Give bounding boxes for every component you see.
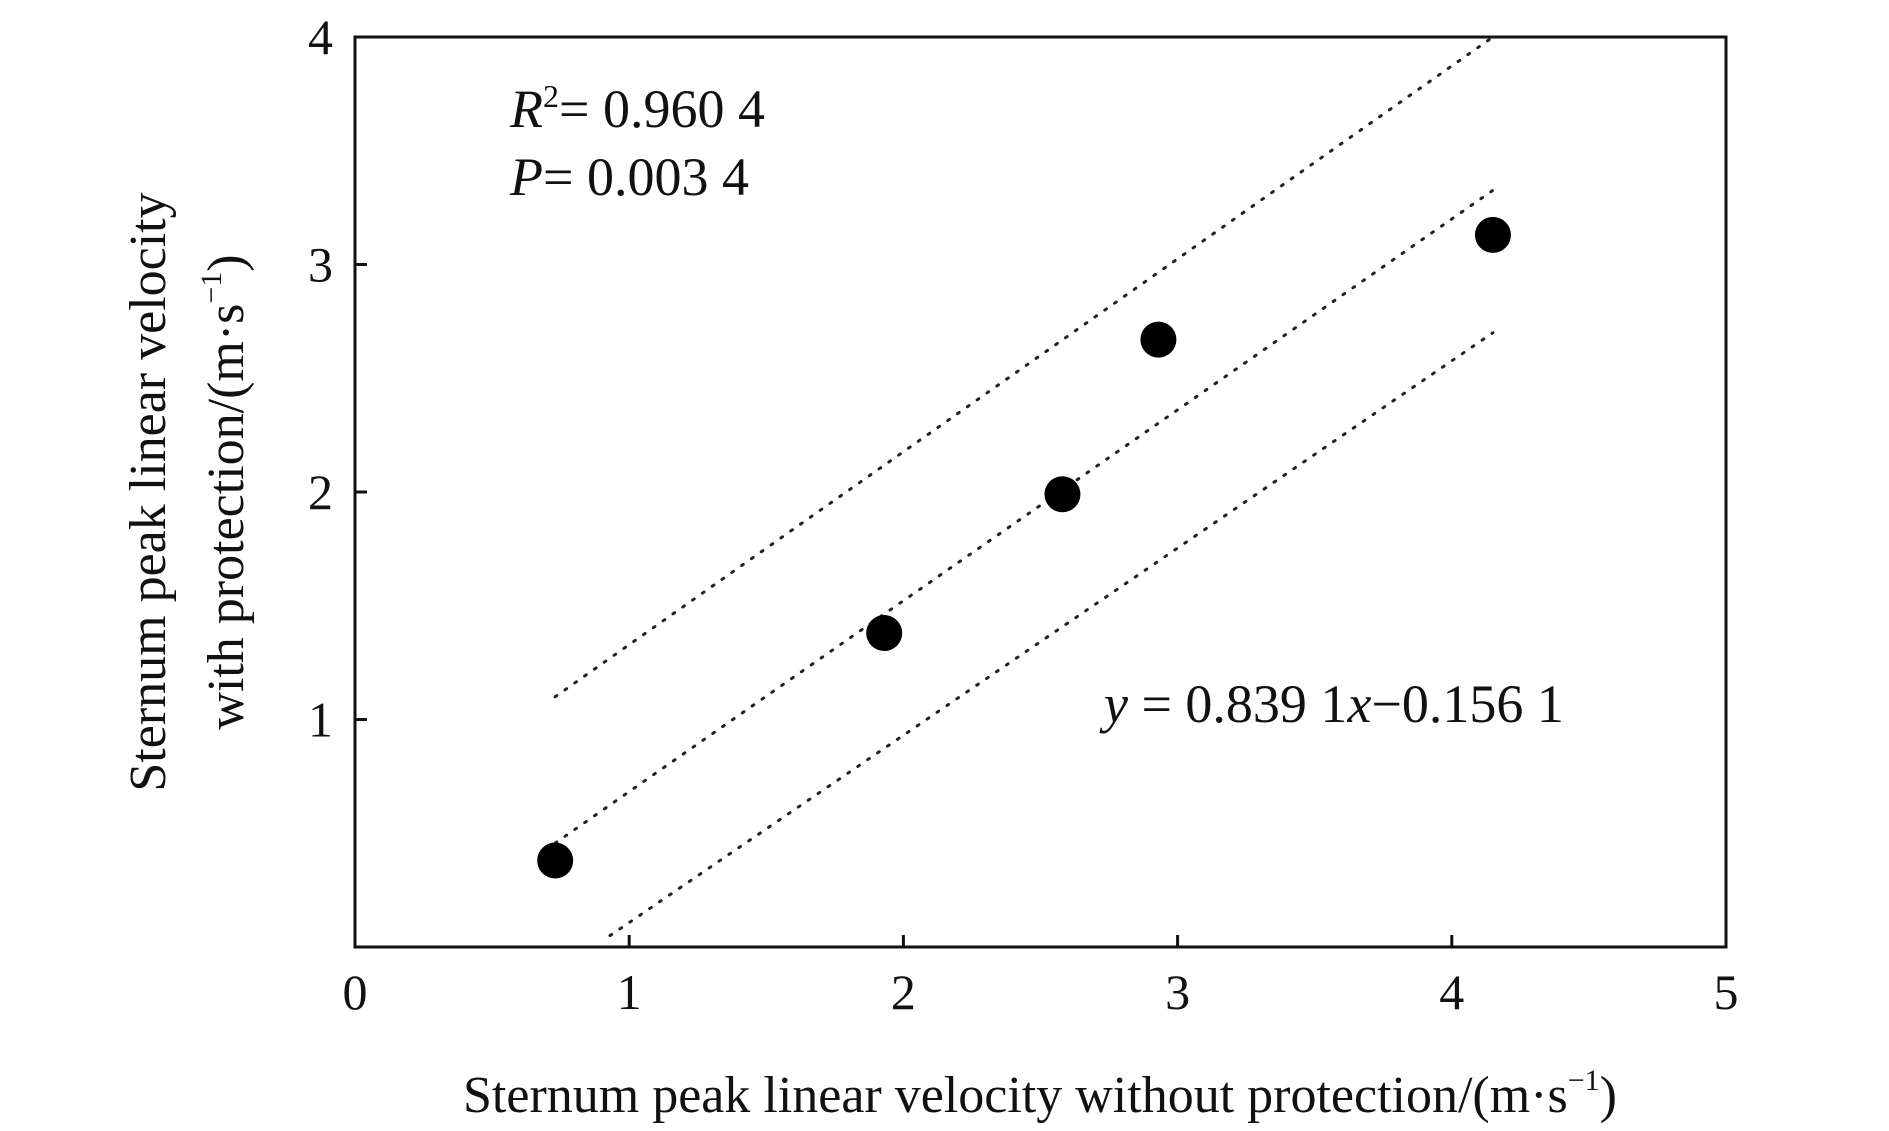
data-point — [866, 615, 903, 652]
r-squared-annotation: R2= 0.960 4 — [509, 78, 765, 139]
p-value-annotation: P= 0.003 4 — [509, 147, 749, 207]
eq-mid: = 0.839 1 — [1128, 674, 1347, 734]
r-squared-sup: 2 — [543, 78, 559, 114]
x-axis-ticks: 0 1 2 3 4 5 — [343, 935, 1739, 1020]
y-axis-label-line2-sup: −1 — [195, 272, 228, 304]
data-point — [1140, 321, 1177, 358]
data-point — [537, 842, 574, 879]
r-squared-var: R — [509, 79, 543, 139]
upper-confidence-line — [553, 35, 1495, 699]
y-axis-label-line2-main: with protection/(m·s — [198, 304, 255, 730]
x-tick-label: 4 — [1439, 964, 1464, 1020]
y-tick-label: 3 — [308, 237, 333, 293]
r-squared-value: = 0.960 4 — [559, 79, 765, 139]
eq-y: y — [1099, 674, 1128, 734]
regression-lines — [553, 35, 1495, 938]
x-axis-label-sup: −1 — [1568, 1064, 1600, 1097]
x-tick-label: 5 — [1714, 964, 1739, 1020]
x-tick-label: 1 — [617, 964, 642, 1020]
x-axis-label: Sternum peak linear velocity without pro… — [463, 1064, 1617, 1124]
y-tick-label: 1 — [308, 692, 333, 748]
y-axis-label-line1: Sternum peak linear velocity — [120, 192, 177, 791]
lower-confidence-line — [608, 331, 1495, 938]
p-value: = 0.003 4 — [543, 147, 749, 207]
data-point — [1044, 476, 1081, 513]
x-tick-label: 2 — [891, 964, 916, 1020]
data-points — [537, 216, 1511, 879]
x-tick-label: 0 — [343, 964, 368, 1020]
x-axis-label-main: Sternum peak linear velocity without pro… — [463, 1067, 1568, 1124]
y-axis-label: Sternum peak linear velocity with protec… — [120, 192, 255, 791]
y-axis-ticks: 1 2 3 4 — [308, 9, 367, 748]
p-var: P — [509, 147, 543, 207]
y-tick-label: 4 — [308, 9, 333, 65]
y-axis-label-line2-end: ) — [198, 254, 255, 271]
eq-end: −0.156 1 — [1371, 674, 1563, 734]
data-point — [1474, 216, 1511, 253]
regression-equation: y = 0.839 1x−0.156 1 — [1099, 674, 1564, 734]
y-tick-label: 2 — [308, 464, 333, 520]
x-axis-label-end: ) — [1600, 1067, 1617, 1124]
y-axis-label-line2: with protection/(m·s−1) — [195, 254, 255, 729]
x-tick-label: 3 — [1165, 964, 1190, 1020]
eq-x: x — [1346, 674, 1371, 734]
